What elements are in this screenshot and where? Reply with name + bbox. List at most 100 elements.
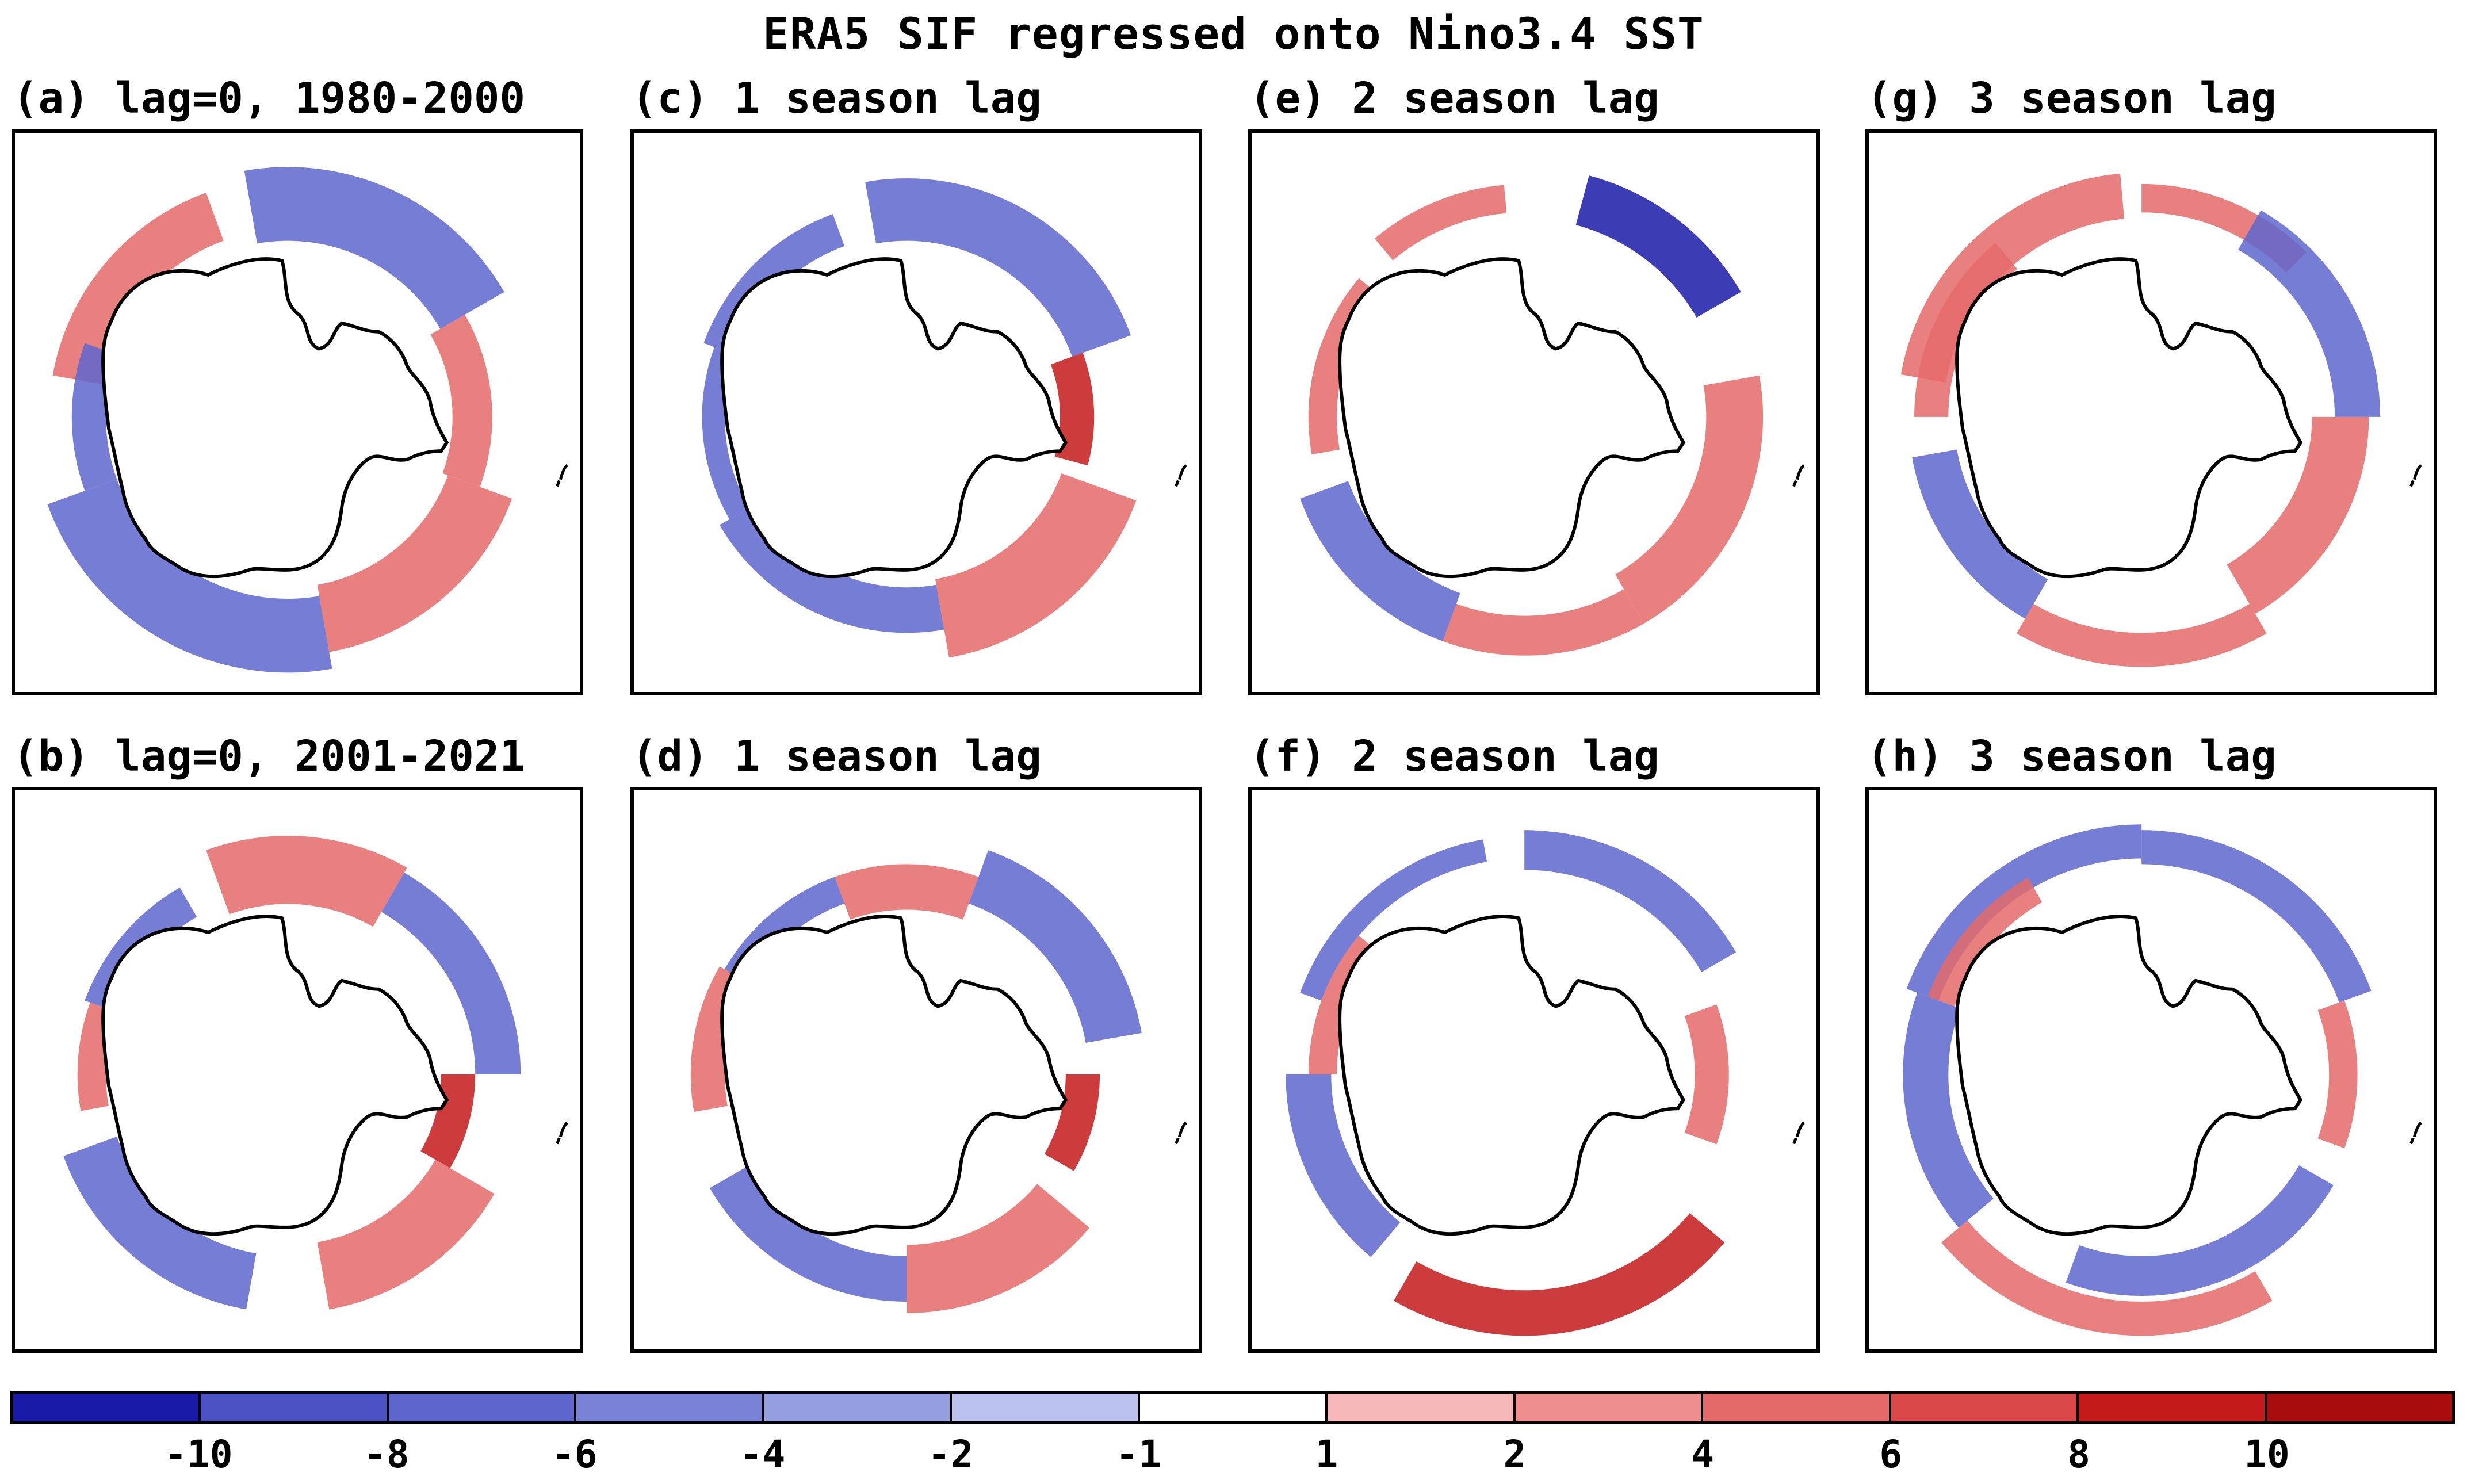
colorbar-segment (764, 1394, 953, 1421)
anomaly-region (206, 836, 407, 927)
colorbar-segment (1515, 1394, 1704, 1421)
map-panel-g (1865, 129, 2437, 695)
colorbar (10, 1391, 2455, 1424)
anomaly-region (2238, 210, 2381, 417)
anomaly-region (702, 347, 749, 519)
map-canvas (1286, 830, 1805, 1336)
antarctica-outline (101, 257, 449, 579)
anomaly-region (420, 1074, 476, 1168)
figure-title: ERA5 SIF regressed onto Nino3.4 SST (763, 8, 1704, 59)
anomaly-region (1575, 175, 1741, 318)
panel-label-c: (c) 1 season lag (632, 74, 1042, 123)
panel-label-g: (g) 3 season lag (1866, 74, 2277, 123)
island-mark (1175, 464, 1187, 487)
anomaly-region (1300, 839, 1487, 1001)
island-mark (1792, 1121, 1805, 1145)
anomaly-region (1374, 185, 1507, 261)
anomaly-region (935, 473, 1137, 658)
anomaly-region (1393, 1213, 1725, 1336)
colorbar-tick-label: 2 (1503, 1432, 1527, 1477)
antarctica-outline (720, 915, 1068, 1236)
colorbar-segment (952, 1394, 1140, 1421)
colorbar-tick-label: -1 (1115, 1432, 1162, 1477)
anomaly-region (1286, 1074, 1401, 1257)
colorbar-tick-label: -6 (552, 1432, 598, 1477)
colorbar-segment (576, 1394, 764, 1421)
anomaly-region (2317, 1000, 2358, 1149)
anomaly-region (2141, 830, 2372, 1003)
panel-label-a: (a) lag=0, 1980-2000 (13, 74, 526, 123)
map-canvas (690, 850, 1187, 1313)
anomaly-region (2066, 1165, 2334, 1296)
map-canvas (63, 836, 568, 1310)
colorbar-tick-label: -2 (927, 1432, 974, 1477)
island-mark (1175, 1121, 1187, 1145)
colorbar-tick-label: -4 (739, 1432, 786, 1477)
anomaly-region (1684, 1004, 1729, 1145)
panel-label-f: (f) 2 season lag (1249, 732, 1659, 781)
map-panel-f (1248, 787, 1820, 1353)
antarctica-outline (101, 915, 449, 1236)
map-canvas (1903, 824, 2422, 1336)
island-mark (2409, 464, 2422, 487)
anomaly-region (47, 479, 332, 673)
colorbar-tick-label: -8 (364, 1432, 410, 1477)
anomaly-region (1615, 375, 1764, 624)
colorbar-segment (2079, 1394, 2267, 1421)
map-canvas (47, 167, 568, 673)
map-panel-c (630, 129, 1202, 695)
anomaly-region (317, 1160, 495, 1310)
colorbar-segment (388, 1394, 577, 1421)
panel-label-e: (e) 2 season lag (1249, 74, 1659, 123)
map-panel-h (1865, 787, 2437, 1353)
anomaly-region (1906, 824, 2142, 1001)
map-panel-d (630, 787, 1202, 1353)
panel-label-d: (d) 1 season lag (632, 732, 1042, 781)
anomaly-region (430, 315, 492, 487)
anomaly-region (1903, 993, 1994, 1228)
colorbar-tick-label: 6 (1879, 1432, 1903, 1477)
antarctica-outline (720, 257, 1068, 579)
colorbar-segment (201, 1394, 389, 1421)
anomaly-region (1524, 830, 1737, 973)
antarctica-outline (1338, 915, 1686, 1236)
antarctica-outline (1955, 915, 2303, 1236)
island-mark (1792, 464, 1805, 487)
panel-label-h: (h) 3 season lag (1866, 732, 2277, 781)
anomaly-region (2227, 416, 2369, 614)
anomaly-region (1308, 278, 1381, 455)
colorbar-segment (1328, 1394, 1516, 1421)
anomaly-region (907, 1184, 1090, 1313)
map-panel-b (12, 787, 583, 1353)
anomaly-region (63, 1137, 257, 1310)
map-panel-e (1248, 129, 1820, 695)
colorbar-segment (1891, 1394, 2079, 1421)
anomaly-region (317, 475, 512, 652)
colorbar-segment (1703, 1394, 1891, 1421)
colorbar-tick-label: 8 (2067, 1432, 2091, 1477)
colorbar-segment (1139, 1394, 1328, 1421)
antarctica-outline (1955, 257, 2303, 579)
island-mark (556, 1121, 568, 1145)
panel-label-b: (b) lag=0, 2001-2021 (13, 732, 526, 781)
map-canvas (1900, 173, 2422, 667)
anomaly-region (381, 873, 521, 1074)
anomaly-region (865, 178, 1131, 357)
colorbar-tick-label: 10 (2244, 1432, 2290, 1477)
antarctica-outline (1338, 257, 1686, 579)
anomaly-region (969, 850, 1142, 1043)
map-panel-a (12, 129, 583, 695)
anomaly-region (835, 864, 979, 920)
anomaly-region (1927, 877, 2043, 1007)
anomaly-region (2016, 603, 2267, 667)
map-canvas (1300, 175, 1805, 656)
colorbar-tick-label: 4 (1691, 1432, 1715, 1477)
anomaly-region (244, 167, 504, 329)
anomaly-region (709, 1165, 907, 1302)
map-canvas (702, 178, 1187, 658)
island-mark (556, 464, 568, 487)
anomaly-region (1044, 1074, 1100, 1171)
anomaly-region (1912, 449, 2048, 619)
colorbar-segment (2266, 1394, 2453, 1421)
colorbar-segment (13, 1394, 201, 1421)
